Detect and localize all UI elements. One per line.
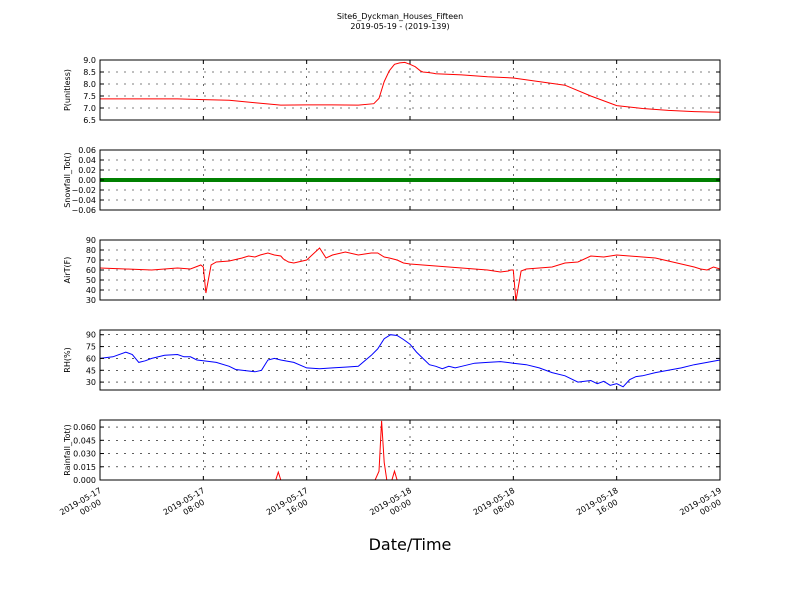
series-line (99, 334, 721, 388)
y-tick-label: 0.060 (73, 423, 96, 432)
y-tick-label: −0.02 (71, 186, 96, 195)
x-axis-label: Date/Time (369, 535, 452, 554)
y-tick-label: 50 (86, 276, 96, 285)
y-tick-label: 7.0 (83, 104, 96, 113)
subplot-1: 6.5 7.0 7.5 8.0 8.5 9.0 P(unitless) (63, 56, 721, 125)
subplot-2: −0.06−0.04−0.020.000.020.040.06 Snowfall_… (63, 146, 721, 215)
x-axis-ticks: 2019-05-1700:00 2019-05-1708:00 2019-05-17… (58, 486, 728, 526)
y-tick-label: 8.5 (83, 68, 96, 77)
y-tick-label: 7.5 (83, 92, 96, 101)
y-axis-label: Rainfall_Tot() (63, 424, 72, 476)
y-tick-label: 0.000 (73, 476, 96, 485)
x-tick-label: 2019-05-1708:00 (162, 486, 212, 526)
y-tick-label: 30 (86, 296, 96, 305)
y-tick-label: 60 (86, 354, 96, 363)
y-axis-label: P(unitless) (63, 69, 72, 111)
x-tick-label: 2019-05-1716:00 (265, 486, 315, 526)
y-tick-label: 0.04 (78, 156, 96, 165)
y-tick-label: 0.02 (78, 166, 96, 175)
y-tick-label: −0.04 (71, 196, 96, 205)
y-axis-label: RH(%) (63, 347, 72, 372)
y-tick-label: 0.030 (73, 450, 96, 459)
x-tick-label: 2019-05-1700:00 (58, 486, 108, 526)
figure-title: Site6_Dyckman_Houses_Fifteen (337, 12, 463, 21)
series-line (100, 420, 720, 481)
y-tick-label: 9.0 (83, 56, 96, 65)
series-line (99, 247, 721, 302)
y-tick-label: 6.5 (83, 116, 96, 125)
subplots: 6.5 7.0 7.5 8.0 8.5 9.0 P(unitless) −0.06−0.04−… (63, 56, 721, 485)
y-tick-label: 30 (86, 378, 96, 387)
y-tick-label: 40 (86, 286, 96, 295)
series-line (100, 61, 721, 113)
subplot-4: 30 45 60 75 90 RH(%) (63, 329, 721, 391)
figure-subtitle: 2019-05-19 - (2019-139) (350, 22, 449, 31)
x-tick-label: 2019-05-1816:00 (575, 486, 625, 526)
y-tick-label: 8.0 (83, 80, 96, 89)
y-axis-label: AirT(F) (63, 257, 72, 284)
y-tick-label: 0.015 (73, 463, 96, 472)
y-tick-label: 0.00 (78, 176, 96, 185)
y-tick-label: 45 (86, 366, 96, 375)
y-tick-label: 90 (86, 331, 96, 340)
x-tick-label: 2019-05-1808:00 (472, 486, 522, 526)
y-tick-label: 0.06 (78, 146, 96, 155)
y-tick-label: 70 (86, 256, 96, 265)
x-tick-label: 2019-05-1900:00 (678, 486, 728, 526)
y-axis-label: Snowfall_Tot() (63, 152, 72, 208)
y-tick-label: 60 (86, 266, 96, 275)
y-tick-label: 75 (86, 343, 96, 352)
y-tick-label: 90 (86, 236, 96, 245)
x-tick-label: 2019-05-1800:00 (368, 486, 418, 526)
y-tick-label: 0.045 (73, 436, 96, 445)
y-tick-label: 80 (86, 246, 96, 255)
y-tick-label: −0.06 (71, 206, 96, 215)
